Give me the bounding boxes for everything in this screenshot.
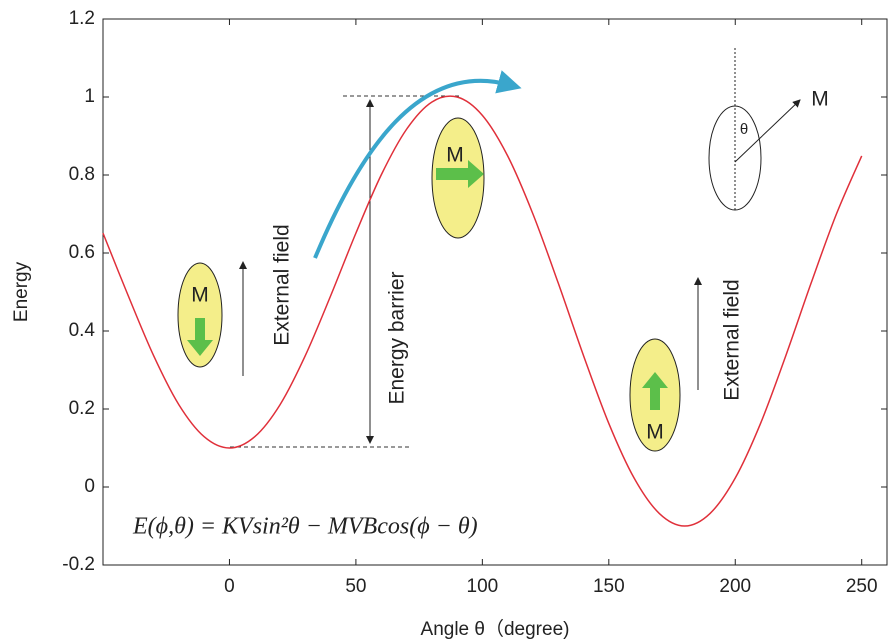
y-tick-label: 0.2 [69,398,95,419]
y-tick-label: 1 [84,86,95,107]
annotation: M [811,88,829,111]
plot-frame [102,18,888,566]
y-tick-label: 1.2 [69,8,95,29]
x-axis-label: Angle θ（degree) [421,618,570,640]
y-tick-label: -0.2 [62,554,95,575]
x-tick-label: 200 [719,576,751,597]
y-tick-label: 0.4 [69,320,96,341]
x-tick-label: 50 [345,576,366,597]
annotation: External field [271,224,294,345]
y-tick-label: 0.6 [69,242,95,263]
annotation: M [446,144,464,167]
decorations [177,48,801,452]
x-tick-label: 150 [593,576,625,597]
y-tick-label: 0 [84,476,95,497]
annotation: Energy barrier [386,271,409,404]
x-tick-label: 0 [224,576,235,597]
annotation: M [646,421,664,444]
annotation: M [191,284,209,307]
annotation: θ [740,121,748,138]
energy-curve [102,95,863,527]
x-tick-label: 100 [467,576,499,597]
annotation: E(ϕ,θ) = KVsin²θ − MVBcos(ϕ − θ) [132,514,478,540]
y-axis-label: Energy [11,261,32,322]
x-tick-label: 250 [846,576,878,597]
annotation: External field [721,279,744,400]
y-tick-label: 0.8 [69,164,95,185]
